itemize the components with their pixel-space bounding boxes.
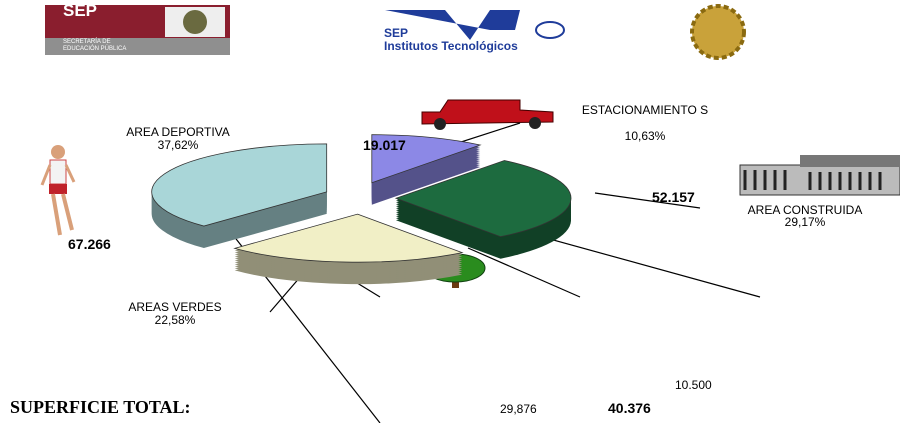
area-value: 40.376 [608,400,651,416]
category-label: AREA DEPORTIVA [126,125,230,139]
pie-slice [371,134,482,184]
percent-label: 22,58% [154,313,196,327]
pie-slice [394,160,572,238]
area-value: 29,876 [500,402,537,416]
total-label: SUPERFICIE TOTAL: [10,397,191,417]
tec-logo-name: Institutos Tecnológicos [384,39,518,53]
tec-logo-mark [535,21,565,39]
tec-logo-sep: SEP [384,26,409,40]
building-icon [739,155,900,196]
percent-label: 10,63% [624,129,666,143]
area-value: 10.500 [675,378,712,392]
pie-slice [151,143,328,227]
car-icon [421,99,554,130]
pie [151,134,572,285]
pie-slice [233,213,464,263]
category-label: AREA CONSTRUIDA [747,203,863,217]
area-value: 19.017 [363,137,406,153]
sep-logo-line: EDUCACIÓN PÚBLICA [63,46,127,52]
sep-logo-text: SEP [63,1,98,20]
category-label: AREAS VERDES [128,300,222,314]
percent-label: 37,62% [157,138,199,152]
gear-logo [690,4,746,60]
sep-emblem [183,10,207,34]
sep-logo-bottom [45,38,230,55]
tec-logo [385,10,520,40]
runner-icon [40,145,76,236]
percent-label: 29,17% [784,215,826,229]
category-label: ESTACIONAMIENTO S [581,103,709,117]
area-value: 67.266 [68,236,111,252]
area-value: 52.157 [652,189,695,205]
sep-logo-line: SECRETARÍA DE [63,39,111,45]
